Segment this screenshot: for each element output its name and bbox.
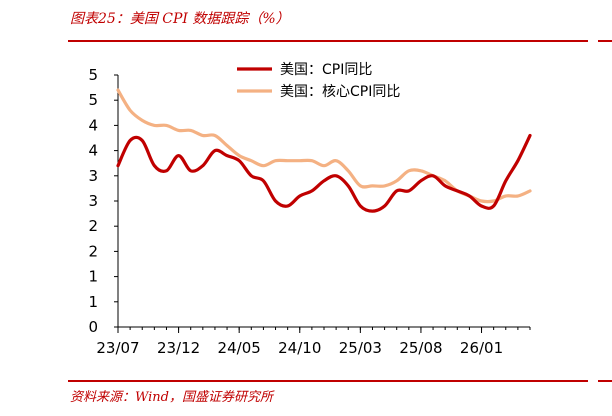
source-note: 资料来源：Wind，国盛证券研究所 (70, 390, 273, 405)
series-lines (116, 88, 532, 213)
x-tick-label: 25/08 (399, 339, 442, 357)
y-tick-label: 1 (88, 293, 98, 311)
y-tick-label: 3 (88, 192, 98, 210)
x-tick-label: 25/03 (339, 339, 382, 357)
y-tick-label: 0 (88, 318, 98, 336)
top-rule-tail (598, 40, 612, 42)
x-axis: 23/07 23/12 24/05 24/10 25/03 25/08 26/01 (96, 326, 531, 357)
x-tick-label: 24/10 (278, 339, 321, 357)
y-tick-label: 5 (88, 66, 98, 84)
x-tick-label: 26/01 (460, 339, 503, 357)
y-axis: 0 1 1 2 2 3 3 4 4 5 5 (88, 66, 119, 336)
x-tick-label: 23/12 (157, 339, 200, 357)
y-tick-label: 3 (88, 167, 98, 185)
top-rule (68, 40, 588, 42)
y-tick-label: 4 (88, 142, 98, 160)
y-tick-label: 1 (88, 268, 98, 286)
y-tick-label: 2 (88, 242, 98, 260)
series-line-core-cpi (116, 88, 532, 204)
y-tick-label: 5 (88, 91, 98, 109)
bottom-rule (68, 380, 588, 382)
series-line-cpi (116, 133, 532, 213)
bottom-rule-tail (598, 380, 612, 382)
y-tick-label: 2 (88, 217, 98, 235)
figure-title: 图表25：美国 CPI 数据跟踪（%） (70, 11, 290, 27)
x-tick-label: 23/07 (96, 339, 139, 357)
y-tick-label: 4 (88, 116, 98, 134)
legend-label: 美国：核心CPI同比 (280, 84, 400, 100)
legend-label: 美国：CPI同比 (280, 62, 372, 78)
x-tick-label: 24/05 (218, 339, 261, 357)
